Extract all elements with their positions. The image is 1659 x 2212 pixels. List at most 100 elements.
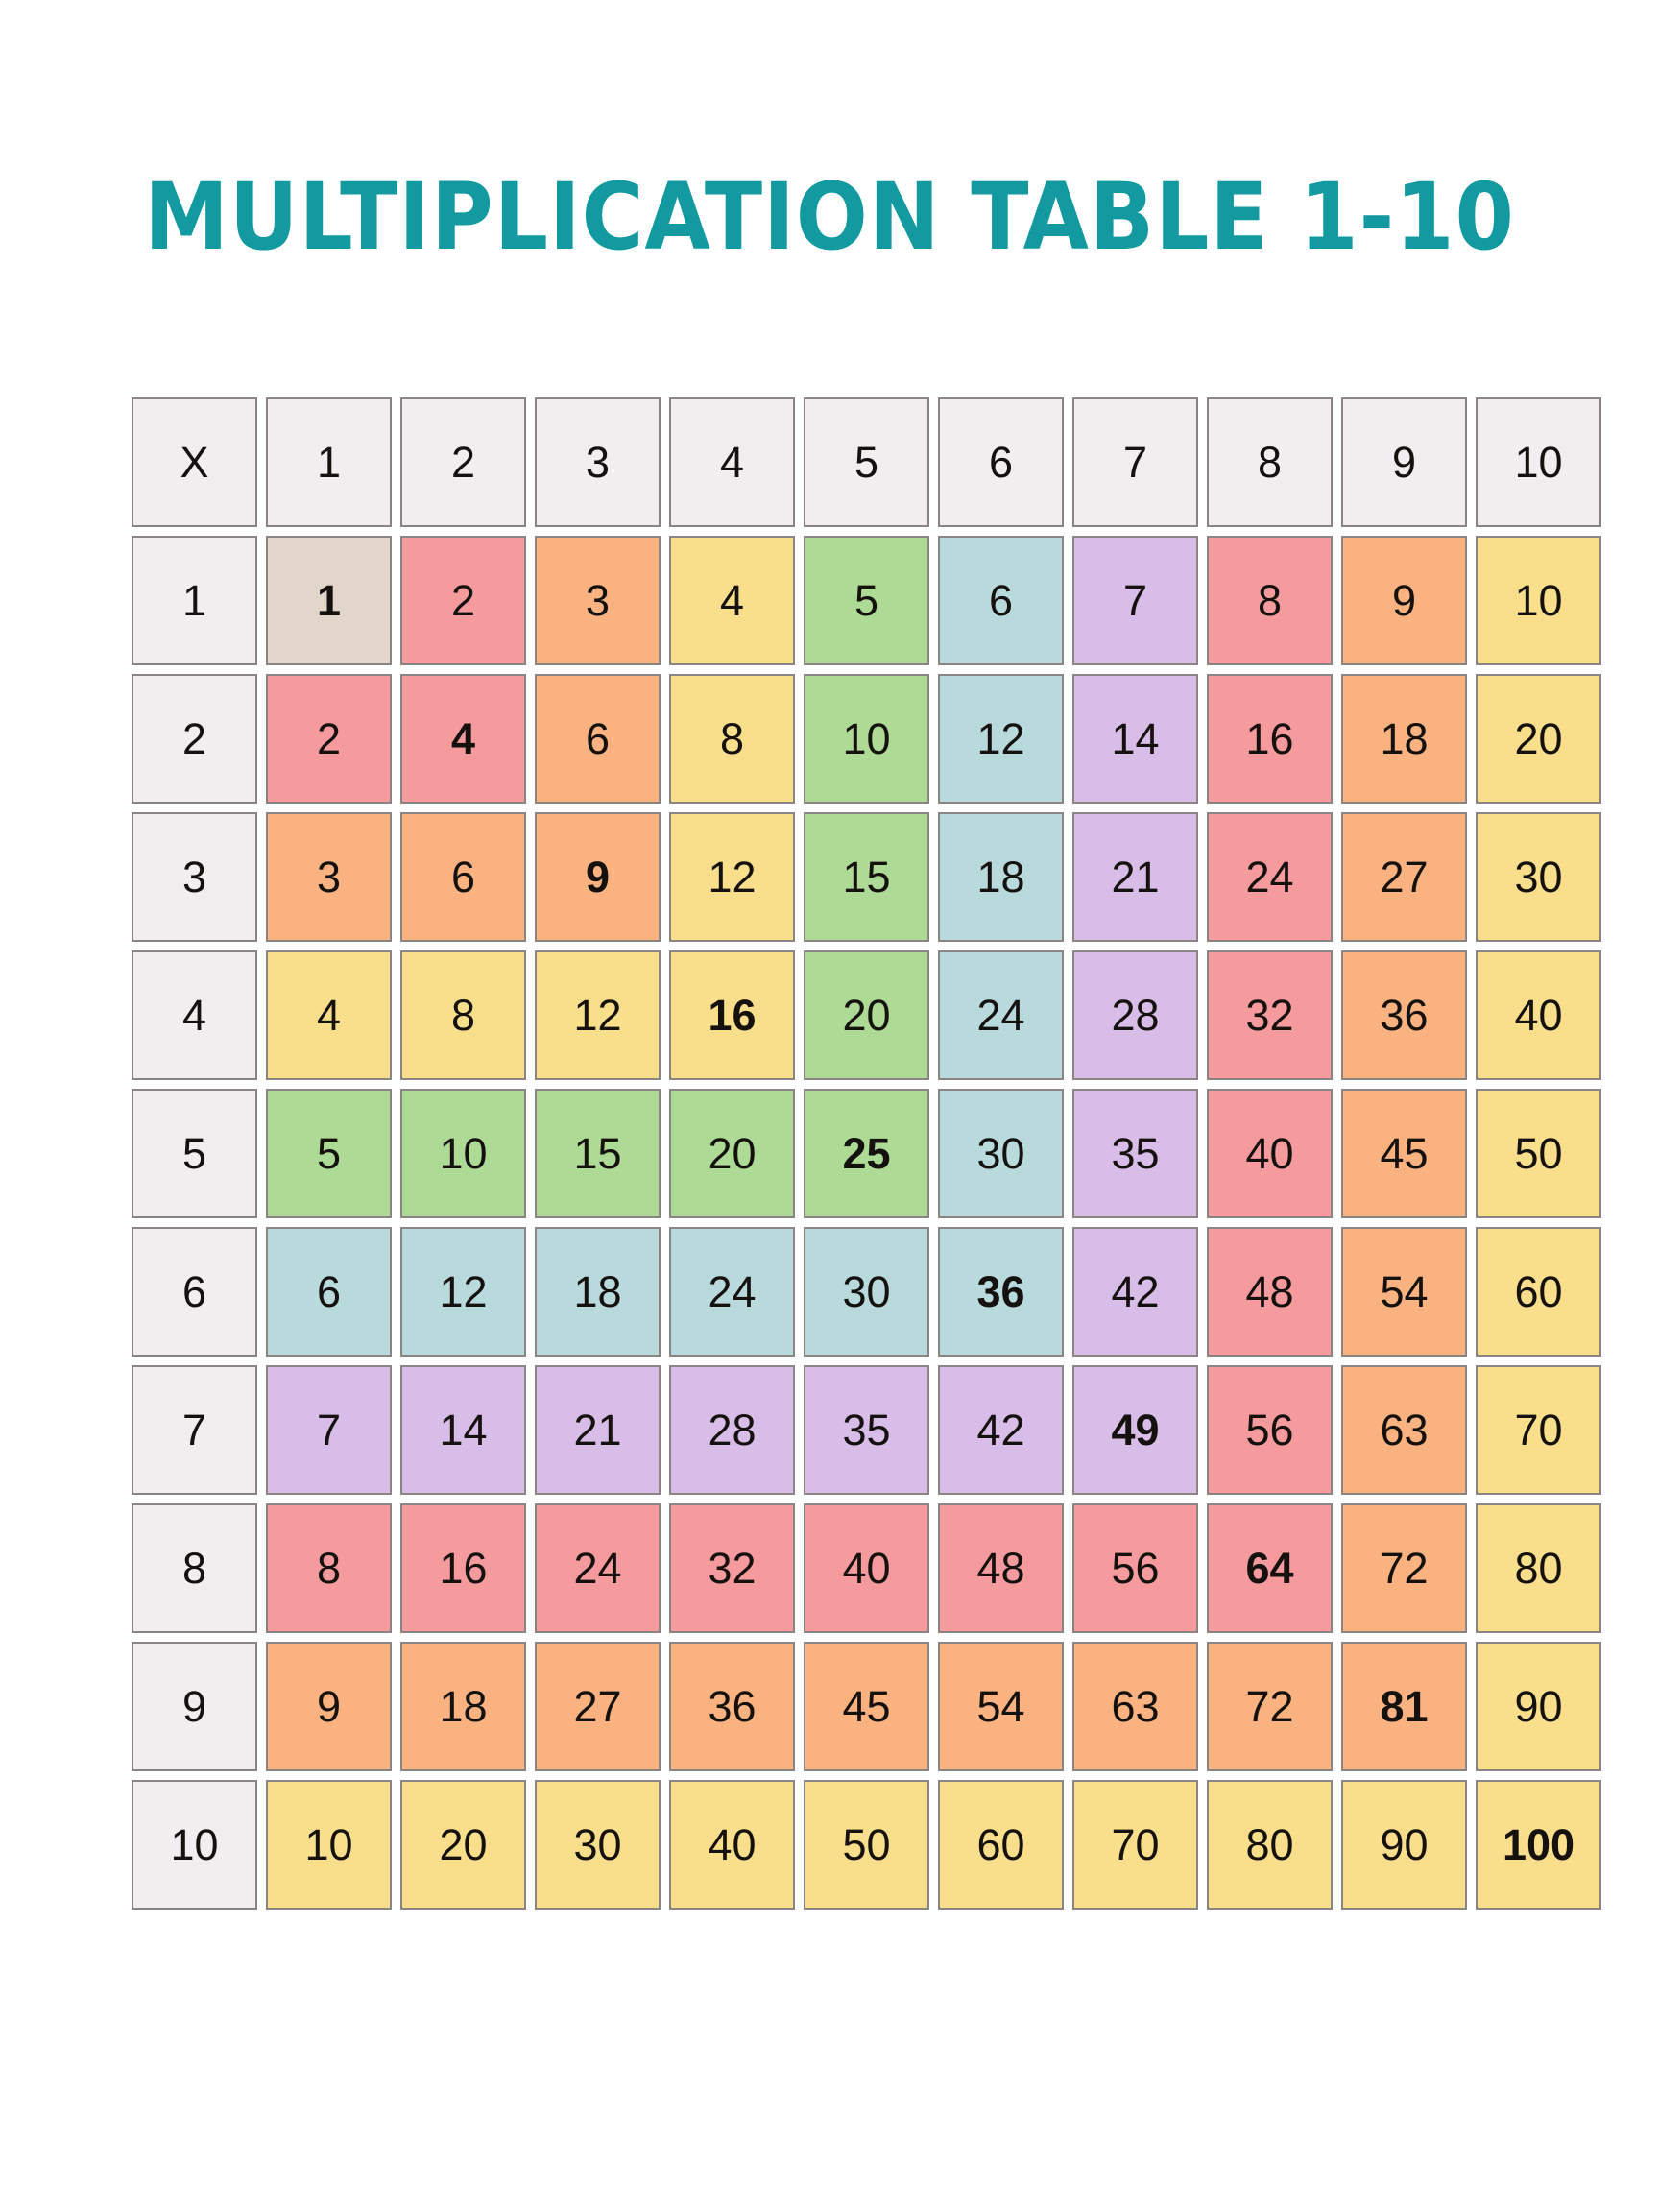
- cell-2x4: 8: [669, 674, 795, 804]
- cell-3x1: 3: [266, 812, 392, 942]
- cell-3x2: 6: [400, 812, 526, 942]
- row-header-1: 1: [132, 536, 257, 665]
- cell-4x9: 36: [1341, 950, 1467, 1080]
- cell-3x10: 30: [1476, 812, 1601, 942]
- cell-7x8: 56: [1207, 1365, 1333, 1495]
- cell-6x1: 6: [266, 1227, 392, 1357]
- cell-9x10: 90: [1476, 1642, 1601, 1771]
- cell-4x4: 16: [669, 950, 795, 1080]
- cell-10x7: 70: [1072, 1780, 1198, 1910]
- cell-7x5: 35: [804, 1365, 929, 1495]
- column-header-1: 1: [266, 397, 392, 527]
- cell-6x2: 12: [400, 1227, 526, 1357]
- cell-6x3: 18: [535, 1227, 661, 1357]
- cell-1x2: 2: [400, 536, 526, 665]
- cell-10x8: 80: [1207, 1780, 1333, 1910]
- cell-3x4: 12: [669, 812, 795, 942]
- column-header-10: 10: [1476, 397, 1601, 527]
- cell-2x3: 6: [535, 674, 661, 804]
- cell-8x3: 24: [535, 1503, 661, 1633]
- cell-5x2: 10: [400, 1089, 526, 1218]
- column-header-2: 2: [400, 397, 526, 527]
- cell-8x5: 40: [804, 1503, 929, 1633]
- cell-1x1: 1: [266, 536, 392, 665]
- cell-1x5: 5: [804, 536, 929, 665]
- cell-9x3: 27: [535, 1642, 661, 1771]
- row-header-2: 2: [132, 674, 257, 804]
- cell-1x7: 7: [1072, 536, 1198, 665]
- cell-8x10: 80: [1476, 1503, 1601, 1633]
- cell-7x4: 28: [669, 1365, 795, 1495]
- cell-2x10: 20: [1476, 674, 1601, 804]
- cell-5x10: 50: [1476, 1089, 1601, 1218]
- cell-5x8: 40: [1207, 1089, 1333, 1218]
- cell-1x3: 3: [535, 536, 661, 665]
- table-row: 1 1 2 3 4 5 6 7 8 9 10: [132, 536, 1601, 665]
- cell-3x3: 9: [535, 812, 661, 942]
- cell-2x8: 16: [1207, 674, 1333, 804]
- cell-4x5: 20: [804, 950, 929, 1080]
- table-row: 4 4 8 12 16 20 24 28 32 36 40: [132, 950, 1601, 1080]
- cell-8x6: 48: [938, 1503, 1064, 1633]
- cell-10x2: 20: [400, 1780, 526, 1910]
- table-row: 2 2 4 6 8 10 12 14 16 18 20: [132, 674, 1601, 804]
- cell-2x9: 18: [1341, 674, 1467, 804]
- cell-1x9: 9: [1341, 536, 1467, 665]
- cell-8x7: 56: [1072, 1503, 1198, 1633]
- cell-10x1: 10: [266, 1780, 392, 1910]
- cell-4x7: 28: [1072, 950, 1198, 1080]
- cell-5x6: 30: [938, 1089, 1064, 1218]
- table-row: 3 3 6 9 12 15 18 21 24 27 30: [132, 812, 1601, 942]
- cell-3x7: 21: [1072, 812, 1198, 942]
- row-header-6: 6: [132, 1227, 257, 1357]
- cell-8x4: 32: [669, 1503, 795, 1633]
- corner-cell: X: [132, 397, 257, 527]
- cell-4x6: 24: [938, 950, 1064, 1080]
- cell-10x4: 40: [669, 1780, 795, 1910]
- cell-5x1: 5: [266, 1089, 392, 1218]
- table-row: 10 10 20 30 40 50 60 70 80 90 100: [132, 1780, 1601, 1910]
- cell-4x8: 32: [1207, 950, 1333, 1080]
- cell-5x7: 35: [1072, 1089, 1198, 1218]
- table-row: 9 9 18 27 36 45 54 63 72 81 90: [132, 1642, 1601, 1771]
- cell-5x3: 15: [535, 1089, 661, 1218]
- cell-2x1: 2: [266, 674, 392, 804]
- cell-8x8: 64: [1207, 1503, 1333, 1633]
- cell-6x10: 60: [1476, 1227, 1601, 1357]
- cell-2x5: 10: [804, 674, 929, 804]
- cell-10x3: 30: [535, 1780, 661, 1910]
- column-header-7: 7: [1072, 397, 1198, 527]
- cell-7x9: 63: [1341, 1365, 1467, 1495]
- column-header-3: 3: [535, 397, 661, 527]
- table-row: 7 7 14 21 28 35 42 49 56 63 70: [132, 1365, 1601, 1495]
- cell-6x7: 42: [1072, 1227, 1198, 1357]
- multiplication-table: X 1 2 3 4 5 6 7 8 9 10 1 1 2 3 4 5 6 7 8 9 10 2 2 4 6 8 10 12 14 16 1…: [123, 389, 1610, 1918]
- cell-10x6: 60: [938, 1780, 1064, 1910]
- cell-6x6: 36: [938, 1227, 1064, 1357]
- cell-6x9: 54: [1341, 1227, 1467, 1357]
- row-header-9: 9: [132, 1642, 257, 1771]
- row-header-4: 4: [132, 950, 257, 1080]
- page-title: MULTIPLICATION TABLE 1-10: [144, 163, 1515, 271]
- table-row: 6 6 12 18 24 30 36 42 48 54 60: [132, 1227, 1601, 1357]
- column-header-6: 6: [938, 397, 1064, 527]
- column-header-8: 8: [1207, 397, 1333, 527]
- row-header-7: 7: [132, 1365, 257, 1495]
- cell-2x7: 14: [1072, 674, 1198, 804]
- cell-8x1: 8: [266, 1503, 392, 1633]
- cell-1x8: 8: [1207, 536, 1333, 665]
- multiplication-grid-wrapper: X 1 2 3 4 5 6 7 8 9 10 1 1 2 3 4 5 6 7 8 9 10 2 2 4 6 8 10 12 14 16 1…: [123, 389, 1601, 1918]
- cell-9x2: 18: [400, 1642, 526, 1771]
- cell-6x4: 24: [669, 1227, 795, 1357]
- cell-3x6: 18: [938, 812, 1064, 942]
- cell-7x2: 14: [400, 1365, 526, 1495]
- cell-7x6: 42: [938, 1365, 1064, 1495]
- row-header-8: 8: [132, 1503, 257, 1633]
- cell-5x5: 25: [804, 1089, 929, 1218]
- cell-9x6: 54: [938, 1642, 1064, 1771]
- cell-9x7: 63: [1072, 1642, 1198, 1771]
- row-header-10: 10: [132, 1780, 257, 1910]
- column-header-5: 5: [804, 397, 929, 527]
- cell-4x2: 8: [400, 950, 526, 1080]
- cell-6x5: 30: [804, 1227, 929, 1357]
